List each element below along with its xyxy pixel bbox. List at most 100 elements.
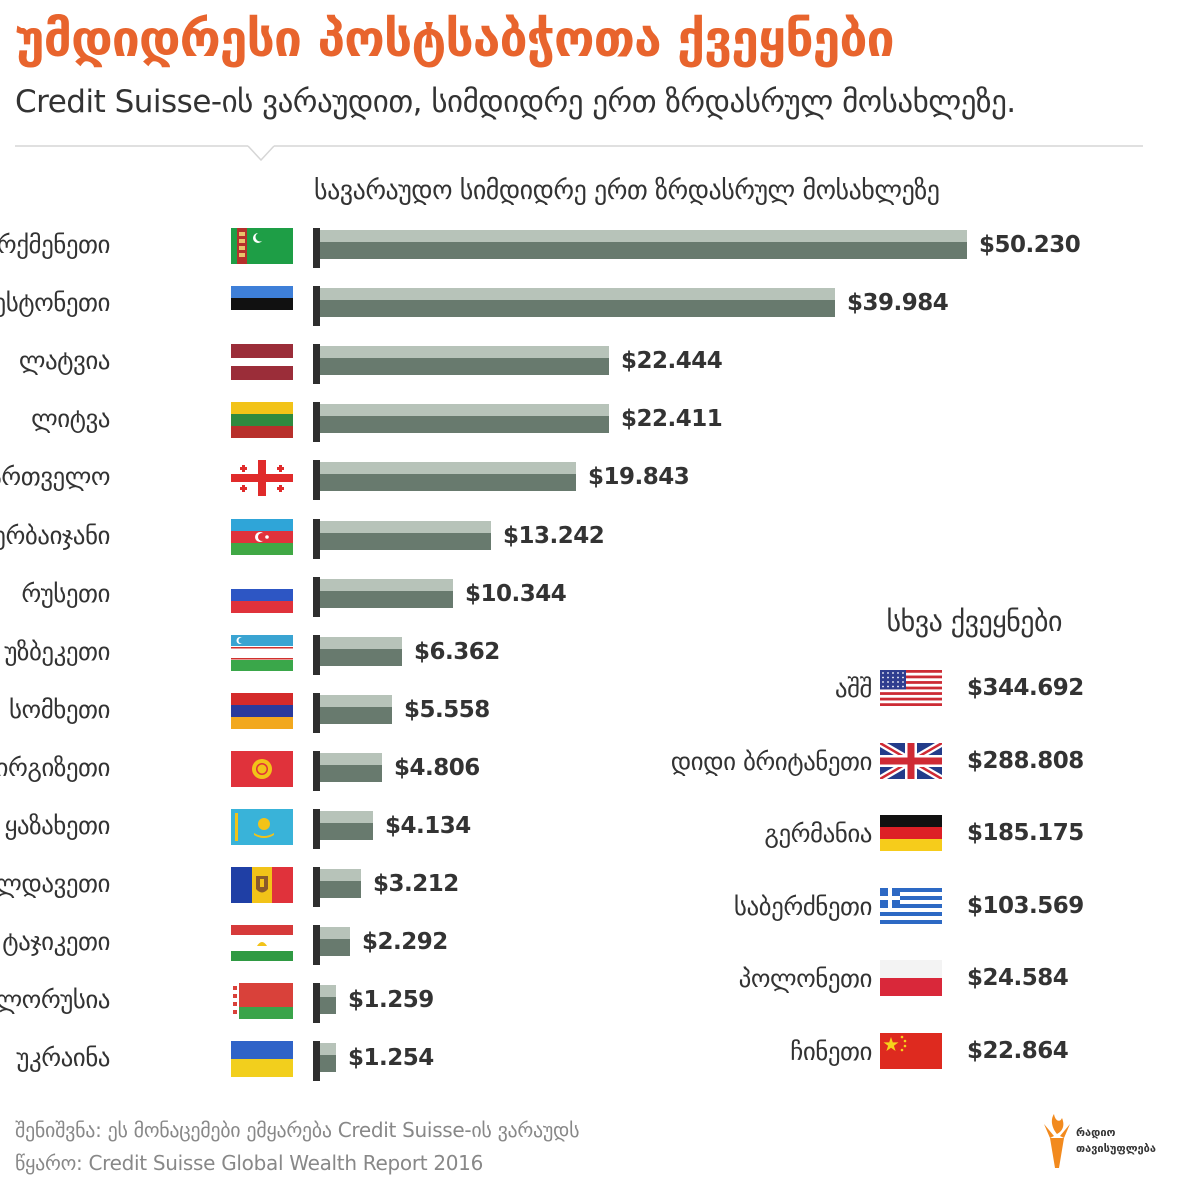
kyrgyzstan-flag [231, 751, 293, 791]
logo-line-1: რადიო [1076, 1126, 1116, 1139]
ukraine-flag [231, 1041, 293, 1081]
axis-tick [313, 635, 320, 675]
latvia-flag [231, 344, 293, 384]
bar-row: სომხეთი $5.558 [0, 693, 1100, 733]
bar-row: ესტონეთი $39.984 [0, 286, 1100, 326]
infographic-title: უმდიდრესი პოსტსაბჭოთა ქვეყნები [15, 10, 895, 68]
other-value-label: $288.808 [967, 748, 1084, 774]
bar-highlight [320, 753, 382, 765]
country-label: ყაზახეთი [4, 811, 110, 840]
value-label: $6.362 [414, 639, 500, 665]
bar-highlight [320, 288, 835, 300]
russia-flag [231, 577, 293, 617]
bar [320, 1055, 336, 1072]
armenia-flag [231, 693, 293, 733]
value-label: $1.259 [348, 987, 434, 1013]
bar-row: ყაზახეთი $4.134 [0, 809, 1100, 849]
other-country-row: პოლონეთი $24.584 [560, 960, 1120, 1000]
axis-tick [313, 519, 320, 559]
country-label: მოლდავეთი [0, 869, 111, 898]
estonia-flag [231, 286, 293, 326]
georgia-flag [231, 460, 293, 500]
axis-tick [313, 925, 320, 965]
other-country-row: საბერძნეთი $103.569 [560, 888, 1120, 928]
bar [320, 591, 453, 608]
other-country-label: პოლონეთი [738, 964, 873, 993]
bar-row: ბელორუსია $1.259 [0, 983, 1100, 1023]
axis-tick [313, 693, 320, 733]
source-note: წყარო: Credit Suisse Global Wealth Repor… [15, 1151, 484, 1175]
belarus-flag [231, 983, 293, 1023]
value-label: $2.292 [362, 929, 448, 955]
bar-row: უკრაინა $1.254 [0, 1041, 1100, 1081]
bar-row: საქართველო $19.843 [0, 460, 1100, 500]
bar-highlight [320, 521, 491, 533]
bar-highlight [320, 1043, 336, 1055]
other-country-label: საბერძნეთი [733, 892, 873, 921]
greece-flag [880, 888, 942, 928]
value-label: $3.212 [373, 871, 459, 897]
other-country-label: აშშ [834, 674, 873, 703]
china-flag [880, 1033, 942, 1073]
country-label: უკრაინა [16, 1043, 110, 1072]
kazakhstan-flag [231, 809, 293, 849]
other-country-row: გერმანია $185.175 [560, 815, 1120, 855]
other-country-label: გერმანია [764, 819, 872, 848]
bar-highlight [320, 462, 576, 474]
bar-row: ლიტვა $22.411 [0, 402, 1100, 442]
bar-highlight [320, 579, 453, 591]
uzbekistan-flag [231, 635, 293, 675]
other-country-row: ჩინეთი $22.864 [560, 1033, 1120, 1073]
bar-highlight [320, 985, 336, 997]
bar [320, 649, 402, 666]
bar-highlight [320, 230, 967, 242]
value-label: $4.806 [394, 755, 480, 781]
bar [320, 881, 361, 898]
axis-tick [313, 577, 320, 617]
country-label: ესტონეთი [0, 288, 111, 317]
radio-liberty-logo: რადიო თავისუფლება [1040, 1112, 1170, 1172]
value-label: $13.242 [503, 523, 605, 549]
bar [320, 416, 609, 433]
bar-highlight [320, 637, 402, 649]
country-label: თურქმენეთი [0, 230, 111, 259]
other-value-label: $344.692 [967, 675, 1084, 701]
value-label: $1.254 [348, 1045, 434, 1071]
other-value-label: $103.569 [967, 893, 1084, 919]
other-value-label: $24.584 [967, 965, 1069, 991]
bar [320, 533, 491, 550]
value-label: $10.344 [465, 581, 567, 607]
axis-tick [313, 460, 320, 500]
other-country-label: ჩინეთი [790, 1037, 872, 1066]
other-country-row: აშშ $344.692 [560, 670, 1120, 710]
value-label: $19.843 [588, 464, 690, 490]
bar [320, 300, 835, 317]
turkmenistan-flag [231, 228, 293, 268]
bar [320, 242, 967, 259]
country-label: ლიტვა [31, 404, 110, 433]
bar-highlight [320, 811, 373, 823]
value-label: $50.230 [979, 232, 1081, 258]
germany-flag [880, 815, 942, 855]
country-label: რუსეთი [21, 579, 110, 608]
logo-line-2: თავისუფლება [1076, 1142, 1156, 1155]
other-countries-title: სხვა ქვეყნები [886, 605, 1063, 638]
bar-row: რუსეთი $10.344 [0, 577, 1100, 617]
usa-flag [880, 670, 942, 710]
bar-highlight [320, 927, 350, 939]
value-label: $4.134 [385, 813, 471, 839]
axis-tick [313, 286, 320, 326]
uk-flag [878, 739, 944, 783]
country-label: ყირგიზეთი [0, 753, 110, 782]
country-label: უზბეკეთი [4, 637, 110, 666]
axis-tick [313, 1041, 320, 1081]
bar [320, 939, 350, 956]
bar [320, 707, 392, 724]
other-country-label: დიდი ბრიტანეთი [670, 747, 873, 776]
country-label: სომხეთი [9, 695, 111, 724]
bar-row: ლატვია $22.444 [0, 344, 1100, 384]
bar [320, 358, 609, 375]
tajikistan-flag [231, 925, 293, 965]
country-label: ბელორუსია [0, 985, 111, 1014]
infographic-subtitle: Credit Suisse-ის ვარაუდით, სიმდიდრე ერთ … [15, 84, 1016, 120]
